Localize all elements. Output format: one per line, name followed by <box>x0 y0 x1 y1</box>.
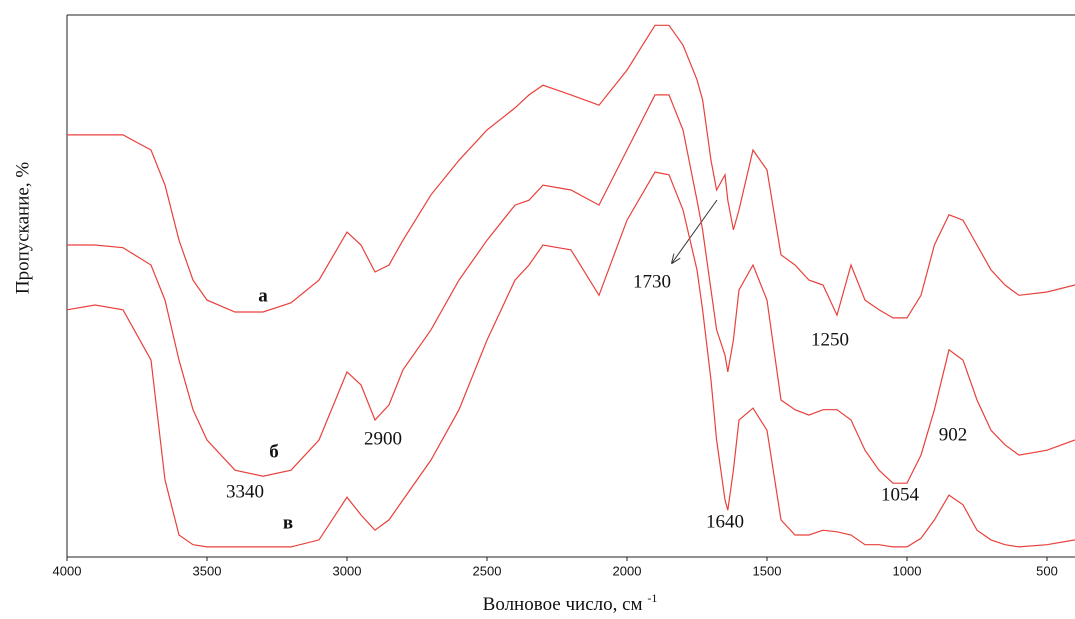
spectrum-line <box>67 94 1075 484</box>
peak-label: 1054 <box>881 484 920 505</box>
spectrum-line <box>67 24 1075 319</box>
x-tick-label: 1000 <box>893 563 922 578</box>
series-label: в <box>283 512 293 533</box>
spectrum-line <box>66 171 1075 548</box>
x-tick-label: 1500 <box>753 563 782 578</box>
series-label: б <box>269 441 279 462</box>
arrow <box>672 199 718 263</box>
x-tick-label: 2500 <box>473 563 502 578</box>
peak-label: 2900 <box>364 428 402 449</box>
peak-label: 3340 <box>226 481 264 502</box>
x-tick-label: 3000 <box>333 563 362 578</box>
peak-label: 1640 <box>706 511 744 532</box>
peak-label: 1730 <box>633 271 671 292</box>
y-axis-title: Пропускание, % <box>12 162 33 294</box>
peak-label: 1250 <box>811 329 849 350</box>
x-tick-label: 3500 <box>193 563 222 578</box>
series-label: а <box>258 285 268 306</box>
x-tick-label: 4000 <box>53 563 82 578</box>
x-axis-title: Волновое число, см -1 <box>483 591 658 616</box>
peak-label: 902 <box>939 424 968 445</box>
x-tick-label: 500 <box>1036 563 1058 578</box>
x-tick-label: 2000 <box>613 563 642 578</box>
